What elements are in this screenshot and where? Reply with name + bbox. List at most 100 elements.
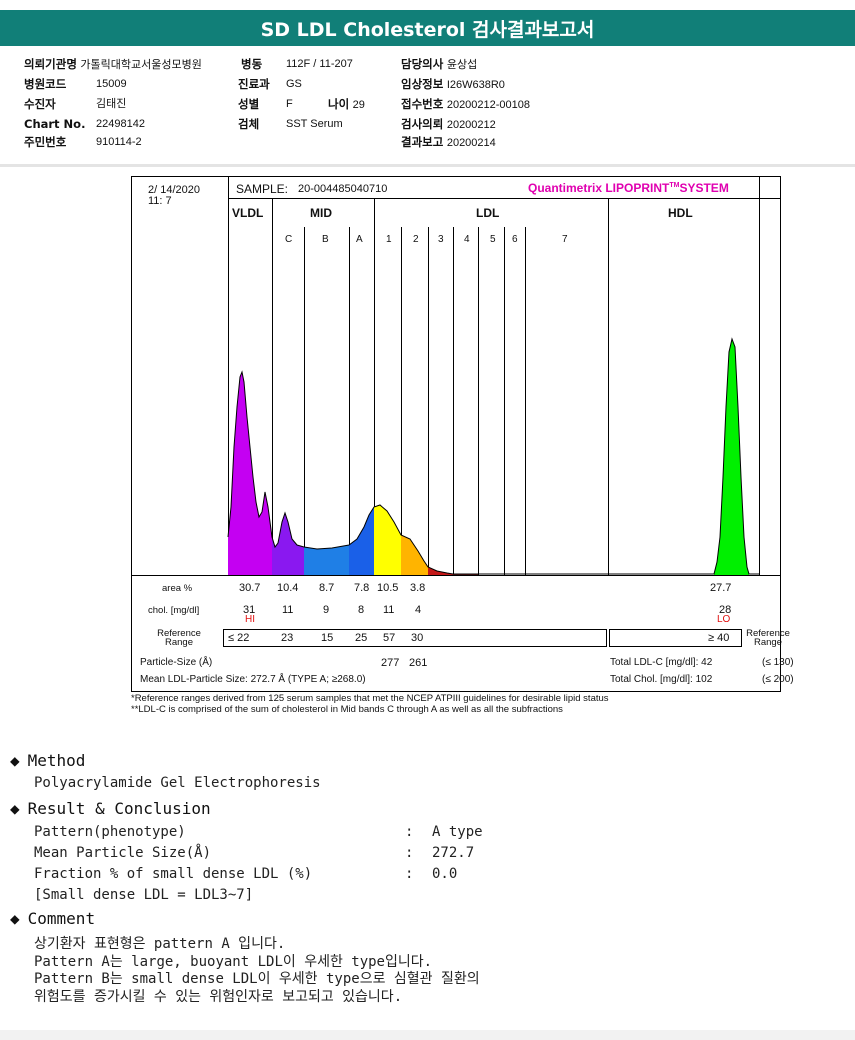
age-label: 나이	[328, 97, 350, 111]
ref-ldl1: 57	[383, 632, 396, 644]
band-ldl: LDL	[476, 206, 500, 220]
ref-box-ldl	[223, 629, 607, 647]
method-text: Polyacrylamide Gel Electrophoresis	[34, 775, 321, 791]
total-chol: Total Chol. [mg/dl]: 102	[610, 674, 713, 685]
sub-band-1: 1	[386, 234, 392, 245]
result-sep-fraction: :	[405, 866, 414, 882]
result-value-size: 272.7	[432, 845, 475, 861]
specimen-value: SST Serum	[286, 118, 343, 130]
clinical-label: 임상정보	[401, 77, 444, 91]
area-vldl: 30.7	[239, 582, 261, 594]
ref-c: 23	[281, 632, 294, 644]
hospital-code-value: 15009	[96, 78, 127, 90]
densitometry-trace	[227, 337, 759, 575]
area-hdl: 27.7	[710, 582, 732, 594]
diamond-icon: ◆	[10, 909, 20, 928]
result-label-fraction: Fraction % of small dense LDL (%)	[34, 866, 313, 882]
ssn-value: 910114-2	[96, 136, 142, 148]
ref-box-hdl	[609, 629, 742, 647]
ref-b: 15	[321, 632, 334, 644]
ward-value: 112F / 11-207	[286, 58, 353, 70]
ref-label: Reference Range	[157, 628, 201, 648]
band-hdl: HDL	[668, 206, 693, 220]
receipt-value: 20200212-00108	[446, 99, 531, 111]
mean-particle-size: Mean LDL-Particle Size: 272.7 Å (TYPE A;…	[140, 674, 366, 685]
chart-value: 22498142	[96, 118, 145, 130]
result-sep-pattern: :	[405, 824, 414, 840]
sub-band-7: 7	[562, 234, 568, 245]
sex-label: 성별	[238, 97, 260, 111]
area-c: 10.4	[277, 582, 299, 594]
total-chol-limit: (≤ 200)	[762, 674, 794, 685]
specimen-label: 검체	[238, 117, 260, 131]
doctor-label: 담당의사	[401, 57, 444, 71]
footnote-2: **LDL-C is comprised of the sum of chole…	[131, 704, 563, 715]
area-a: 7.8	[354, 582, 370, 594]
comment-line-1: 상기환자 표현형은 pattern A 입니다.	[34, 936, 286, 952]
receipt-label: 접수번호	[401, 97, 444, 111]
ward-label: 병동	[241, 57, 263, 71]
dept-label: 진료과	[238, 77, 270, 91]
hdl-flag: LO	[717, 614, 731, 625]
separator	[0, 164, 855, 167]
band-vldl: VLDL	[232, 206, 264, 220]
total-ldl-limit: (≤ 130)	[762, 657, 794, 668]
result-value-pattern: A type	[432, 824, 483, 840]
chol-label: chol. [mg/dl]	[148, 605, 200, 616]
sub-band-b: B	[322, 234, 329, 245]
patient-value: 김태진	[96, 98, 127, 110]
chol-vldl: 31	[243, 604, 256, 616]
diamond-icon: ◆	[10, 799, 20, 818]
peak-ldl2	[401, 535, 428, 575]
area-ldl2: 3.8	[410, 582, 426, 594]
doctor-value: 윤상섭	[446, 59, 478, 71]
report-date-label: 결과보고	[401, 135, 444, 149]
chol-b: 9	[323, 604, 330, 616]
chol-c: 11	[282, 604, 294, 616]
sex-value: F	[286, 98, 293, 110]
report-time: 11: 7	[148, 195, 172, 207]
request-label: 검사의뢰	[401, 117, 444, 131]
total-ldl: Total LDL-C [mg/dl]: 42	[610, 657, 713, 668]
chol-ldl2: 4	[415, 604, 422, 616]
hospital-code-label: 병원코드	[24, 77, 67, 91]
dept-value: GS	[286, 78, 302, 90]
ref-a: 25	[355, 632, 368, 644]
sub-band-6: 6	[512, 234, 518, 245]
clinical-value: I26W638R0	[446, 79, 505, 91]
sample-label: SAMPLE:	[236, 182, 289, 196]
peak-hdl	[714, 339, 749, 575]
chol-a: 8	[358, 604, 365, 616]
result-value-fraction: 0.0	[432, 866, 458, 882]
ref-ldl2: 30	[411, 632, 424, 644]
peak-c	[272, 513, 304, 575]
system-name: Quantimetrix LIPOPRINTTMSYSTEM	[528, 181, 729, 195]
report-date: 2/ 14/2020	[148, 184, 200, 196]
particle-label: Particle-Size (Å)	[140, 657, 213, 668]
comment-line-2: Pattern A는 large, buoyant LDL이 우세한 type입…	[34, 954, 433, 970]
ref-vldl: ≤ 22	[228, 632, 250, 644]
sub-band-a: A	[356, 234, 363, 245]
area-ldl1: 10.5	[377, 582, 399, 594]
sub-band-2: 2	[413, 234, 419, 245]
peak-vldl	[228, 372, 272, 575]
report-date-value: 20200214	[446, 137, 496, 149]
result-label-size: Mean Particle Size(Å)	[34, 845, 212, 861]
sample-value: 20-004485040710	[298, 183, 388, 195]
ref-hdl: ≥ 40	[708, 632, 730, 644]
patient-label: 수진자	[24, 97, 56, 111]
chol-ldl1: 11	[383, 604, 395, 616]
result-sep-size: :	[405, 845, 414, 861]
institution-label: 의뢰기관명	[24, 57, 77, 71]
comment-heading: ◆ Comment	[10, 909, 96, 928]
chol-hdl: 28	[719, 604, 732, 616]
sub-band-c: C	[285, 234, 293, 245]
sub-band-5: 5	[490, 234, 496, 245]
sub-band-3: 3	[438, 234, 444, 245]
request-value: 20200212	[446, 119, 496, 131]
lipoprint-report: 2/ 14/2020 11: 7 SAMPLE: 20-004485040710…	[131, 176, 794, 692]
ref-label-right: Reference Range	[746, 628, 790, 648]
method-heading: ◆ Method	[10, 751, 86, 770]
area-label: area %	[162, 583, 193, 594]
comment-line-3: Pattern B는 small dense LDL이 우세한 type으로 심…	[34, 971, 480, 987]
